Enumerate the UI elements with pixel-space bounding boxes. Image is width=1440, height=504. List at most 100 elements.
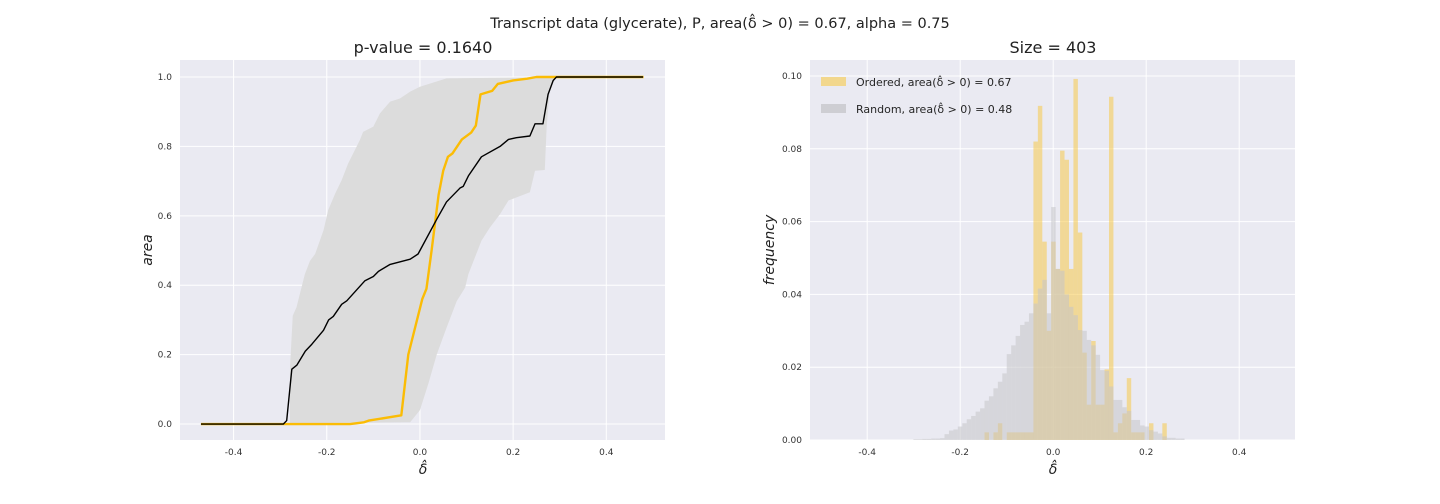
random-histogram-bar [1060,270,1065,440]
x-axis-label: δ̂ [1049,459,1058,478]
ordered-histogram-bar [1126,378,1132,440]
random-histogram-bar [993,388,998,440]
plot-title: Size = 403 [1010,38,1097,57]
random-histogram-bar [1157,433,1163,440]
random-histogram-bar [1055,268,1061,440]
random-histogram-bar [1037,288,1043,440]
random-histogram-bar [1082,330,1087,440]
random-histogram-bar [1153,431,1158,440]
random-histogram-bar [1068,306,1074,440]
y-axis-label: frequency [762,214,778,285]
ordered-line [200,75,644,426]
x-tick-label: -0.4 [858,448,876,458]
y-tick-label: 0.02 [782,363,802,373]
random-histogram-bar [1064,294,1069,440]
x-tick-label: 0.2 [506,448,520,458]
random-histogram-bar [1180,438,1185,440]
random-histogram-bar [1171,437,1176,440]
random-histogram-bar [948,430,954,440]
random-histogram-bar [1011,345,1016,440]
random-histogram-bar [1140,425,1145,440]
random-histogram-bar [957,426,963,440]
random-histogram-bar [975,411,981,440]
x-tick-label: -0.2 [951,448,969,458]
random-histogram-bar [940,438,945,440]
x-tick-label: 0.0 [1046,448,1061,458]
plot-title: p-value = 0.1640 [354,38,493,57]
x-tick-label: -0.4 [225,448,243,458]
random-histogram-bar [944,434,949,440]
random-histogram-bar [984,400,989,440]
ordered-histogram-bar [1162,423,1167,440]
y-tick-label: 0.04 [782,290,802,300]
random-histogram-bar [1020,324,1025,440]
y-tick-label: 0.0 [158,420,173,430]
cdf-plot: -0.4 -0.2 0.0 0.2 0.4 0.0 0.2 0.4 0.6 0.8 1.0 p-va… [140,38,665,478]
random-histogram-bar [917,439,923,440]
legend-swatch-random [821,104,846,113]
random-histogram-bar [931,438,936,440]
random-histogram-bar [1002,373,1007,440]
random-histogram-bar [962,423,967,440]
x-tick-label: -0.2 [318,448,336,458]
random-mean-line [200,76,644,425]
ordered-histogram-bar [1037,105,1043,441]
random-histogram-bar [1148,430,1154,440]
y-axis-label: area [140,234,156,266]
y-tick-label: 0.10 [782,72,802,82]
random-histogram-bar [935,438,941,440]
random-histogram-bar [1113,399,1118,440]
random-histogram-bar [1073,315,1078,440]
random-histogram-bar [926,438,932,440]
y-tick-label: 0.00 [782,436,802,446]
figure-title: Transcript data (glycerate), P, area(δ̂ … [489,13,950,32]
random-histogram-bar [1006,354,1012,440]
y-tick-label: 1.0 [158,73,173,83]
random-envelope-band [200,77,644,425]
x-tick-label: 0.4 [1232,448,1247,458]
y-tick-label: 0.06 [782,218,802,228]
x-axis-label: δ̂ [419,459,428,478]
random-histogram-bar [1024,321,1029,440]
random-histogram-bar [966,419,972,440]
random-histogram-bar [1033,303,1038,440]
random-histogram-bar [1015,335,1021,440]
random-histogram-bar [980,408,985,440]
random-histogram-bar [1166,437,1172,440]
legend: Ordered, area(δ̂ > 0) = 0.67 Random, are… [821,75,1012,116]
random-histogram-bar [971,415,976,440]
x-tick-label: 0.0 [413,448,428,458]
ordered-histogram-bar [1033,141,1038,440]
random-histogram-bar [1175,438,1181,440]
x-tick-label: 0.4 [599,448,614,458]
random-histogram-bar [1131,419,1136,440]
y-tick-label: 0.08 [782,145,802,155]
y-tick-label: 0.2 [158,351,172,361]
random-histogram-bar [1108,386,1114,440]
random-histogram-bar [1077,330,1083,440]
y-tick-label: 0.6 [158,212,173,222]
random-histogram-bar [988,396,994,440]
histogram-plot: -0.4 -0.2 0.0 0.2 0.4 0.00 0.02 0.04 0.06 0.08 0.1… [762,38,1295,478]
random-histogram-bar [1042,279,1047,440]
random-histogram-bar [1135,419,1141,440]
legend-label-random: Random, area(δ̂ > 0) = 0.48 [856,102,1012,116]
random-histogram-bar [913,439,918,440]
random-histogram-bar [1144,426,1149,440]
ordered-histogram-bar [1108,96,1114,440]
random-histogram-bar [1086,339,1092,440]
random-histogram-bar [1117,399,1123,440]
random-histogram-bar [953,429,958,440]
legend-label-ordered: Ordered, area(δ̂ > 0) = 0.67 [856,75,1012,89]
random-histogram-bar [922,438,927,440]
random-histogram-bar [1095,354,1101,440]
random-histogram-bar [1028,313,1034,440]
random-histogram-bar [1162,436,1167,440]
x-tick-label: 0.2 [1139,448,1153,458]
random-histogram-bar [1126,410,1132,440]
random-histogram-bar [1046,313,1052,440]
random-histogram-bar [1104,370,1109,440]
legend-swatch-ordered [821,77,846,86]
random-histogram-bar [997,381,1003,440]
